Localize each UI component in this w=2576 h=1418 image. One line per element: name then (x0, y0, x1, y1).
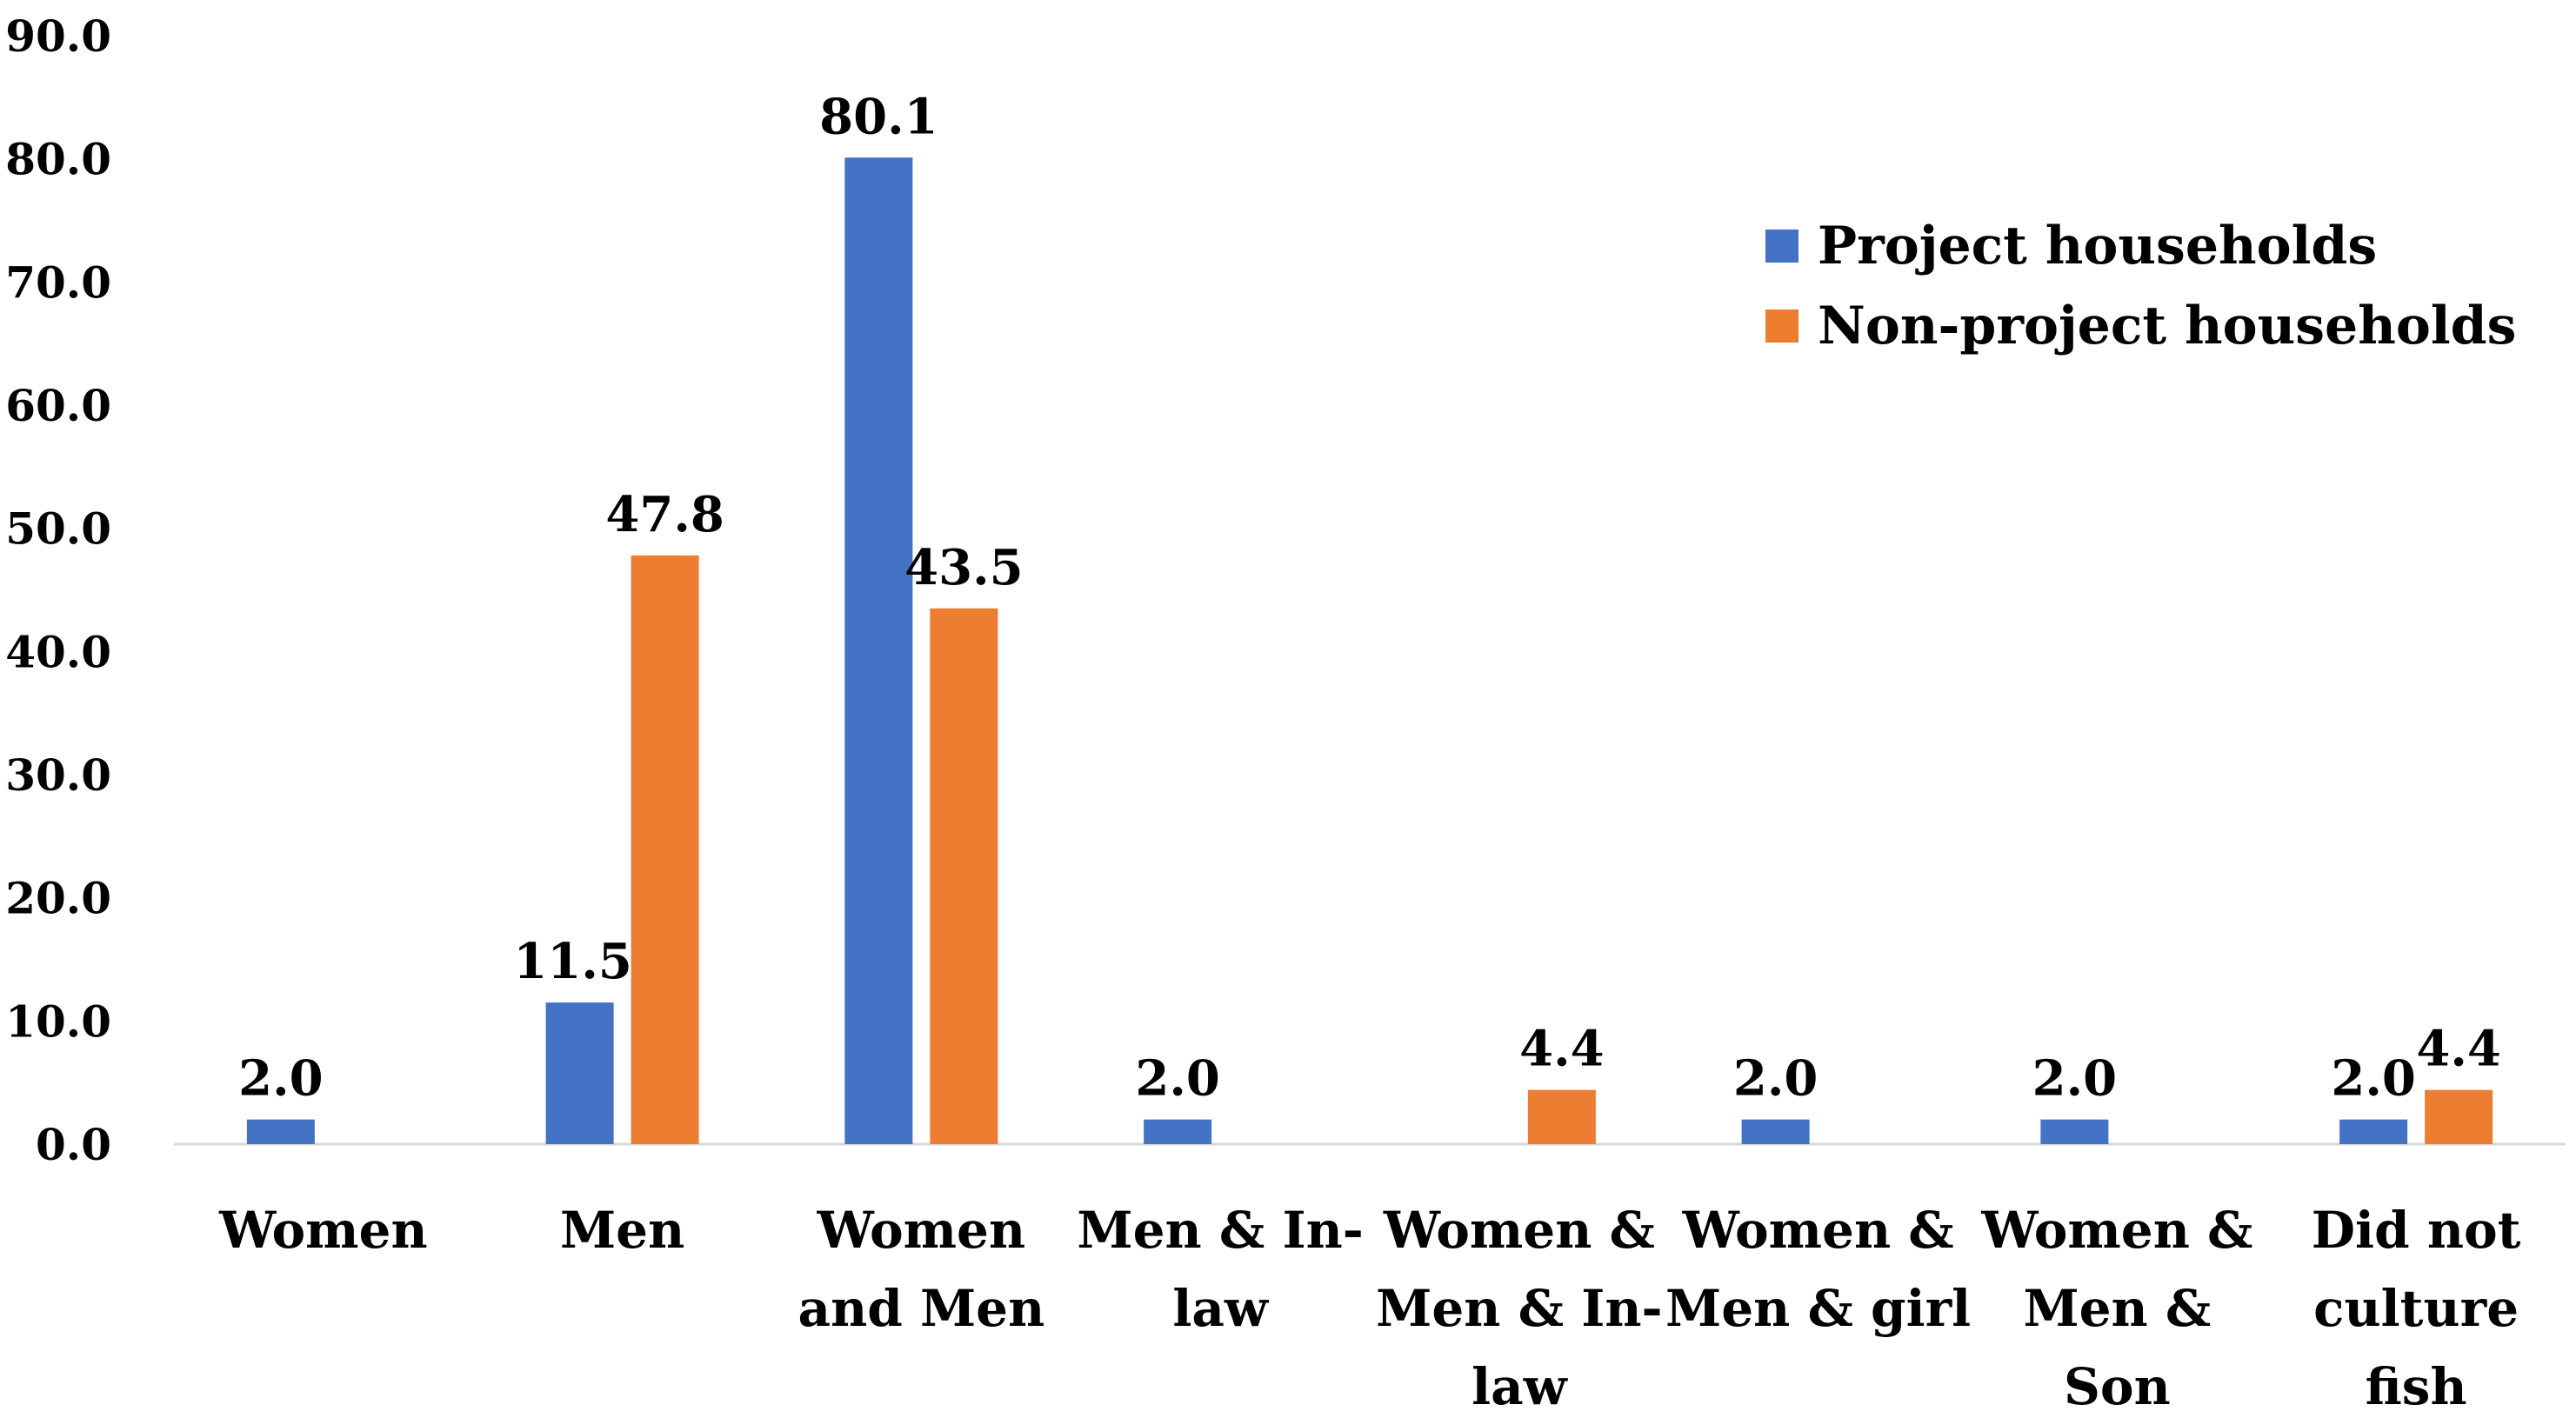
y-tick-label: 60.0 (5, 380, 111, 431)
bar-non-project-1 (631, 555, 699, 1144)
x-category-label: Men & In- (1077, 1201, 1363, 1260)
y-tick-label: 80.0 (5, 134, 111, 185)
x-category-label: Women (817, 1201, 1026, 1260)
y-tick-label: 10.0 (5, 995, 111, 1047)
data-label: 80.1 (819, 88, 938, 145)
y-axis-labels: 0.0 10.0 20.0 30.0 40.0 50.0 60.0 70.0 80.0 90.0 (5, 10, 111, 1170)
data-label: 4.4 (1519, 1021, 1604, 1078)
x-category-label: and Men (797, 1279, 1044, 1338)
y-tick-label: 90.0 (5, 10, 111, 62)
data-label: 2.0 (1733, 1050, 1818, 1108)
bar-project-7 (2339, 1119, 2408, 1144)
y-tick-label: 30.0 (5, 749, 111, 801)
x-category-label: Women & (1980, 1201, 2252, 1260)
y-tick-label: 50.0 (5, 503, 111, 555)
data-label: 4.4 (2416, 1021, 2500, 1078)
x-category-label: law (1172, 1279, 1270, 1338)
data-label: 43.5 (904, 539, 1023, 596)
y-tick-label: 70.0 (5, 256, 111, 308)
bars (246, 157, 2493, 1144)
x-category-label: Men & (2023, 1279, 2211, 1338)
bar-project-1 (545, 1002, 614, 1144)
y-tick-label: 0.0 (36, 1119, 111, 1170)
bar-non-project-4 (1527, 1089, 1596, 1144)
x-category-label: fish (2366, 1357, 2467, 1416)
bar-project-6 (2040, 1119, 2109, 1144)
legend-label-non-project: Non-project households (1818, 296, 2516, 356)
x-category-label: Men & girl (1665, 1279, 1971, 1338)
data-label: 2.0 (2032, 1050, 2117, 1108)
bar-non-project-7 (2425, 1089, 2493, 1144)
x-category-label: Son (2064, 1357, 2171, 1416)
legend-label-project: Project households (1818, 216, 2377, 276)
bar-project-0 (246, 1119, 315, 1144)
data-label: 47.8 (605, 486, 724, 543)
bar-project-5 (1741, 1119, 1810, 1144)
data-label: 2.0 (238, 1050, 323, 1108)
x-category-label: Women & (1383, 1201, 1655, 1260)
legend-swatch-non-project (1765, 310, 1799, 343)
data-label: 2.0 (2331, 1050, 2415, 1108)
x-category-label: Men (560, 1201, 684, 1260)
x-category-label: Did not (2312, 1201, 2521, 1260)
x-category-label: Men & In- (1376, 1279, 1662, 1338)
x-category-label: culture (2313, 1279, 2519, 1338)
bar-non-project-2 (930, 608, 998, 1144)
bar-project-3 (1144, 1119, 1212, 1144)
y-tick-label: 40.0 (5, 626, 111, 677)
x-category-label: Women & (1682, 1201, 1954, 1260)
x-category-label: law (1472, 1357, 1569, 1416)
data-label: 2.0 (1135, 1050, 1219, 1108)
legend: Project households Non-project households (1765, 216, 2516, 356)
x-category-label: Women (218, 1201, 428, 1260)
bar-project-2 (844, 157, 913, 1144)
y-tick-label: 20.0 (5, 873, 111, 924)
legend-swatch-project (1765, 230, 1799, 263)
data-label: 11.5 (513, 933, 631, 990)
data-labels: 2.0 11.5 80.1 2.0 2.0 2.0 2.0 47.8 43.5 4.4 4.4 (238, 88, 2501, 1107)
